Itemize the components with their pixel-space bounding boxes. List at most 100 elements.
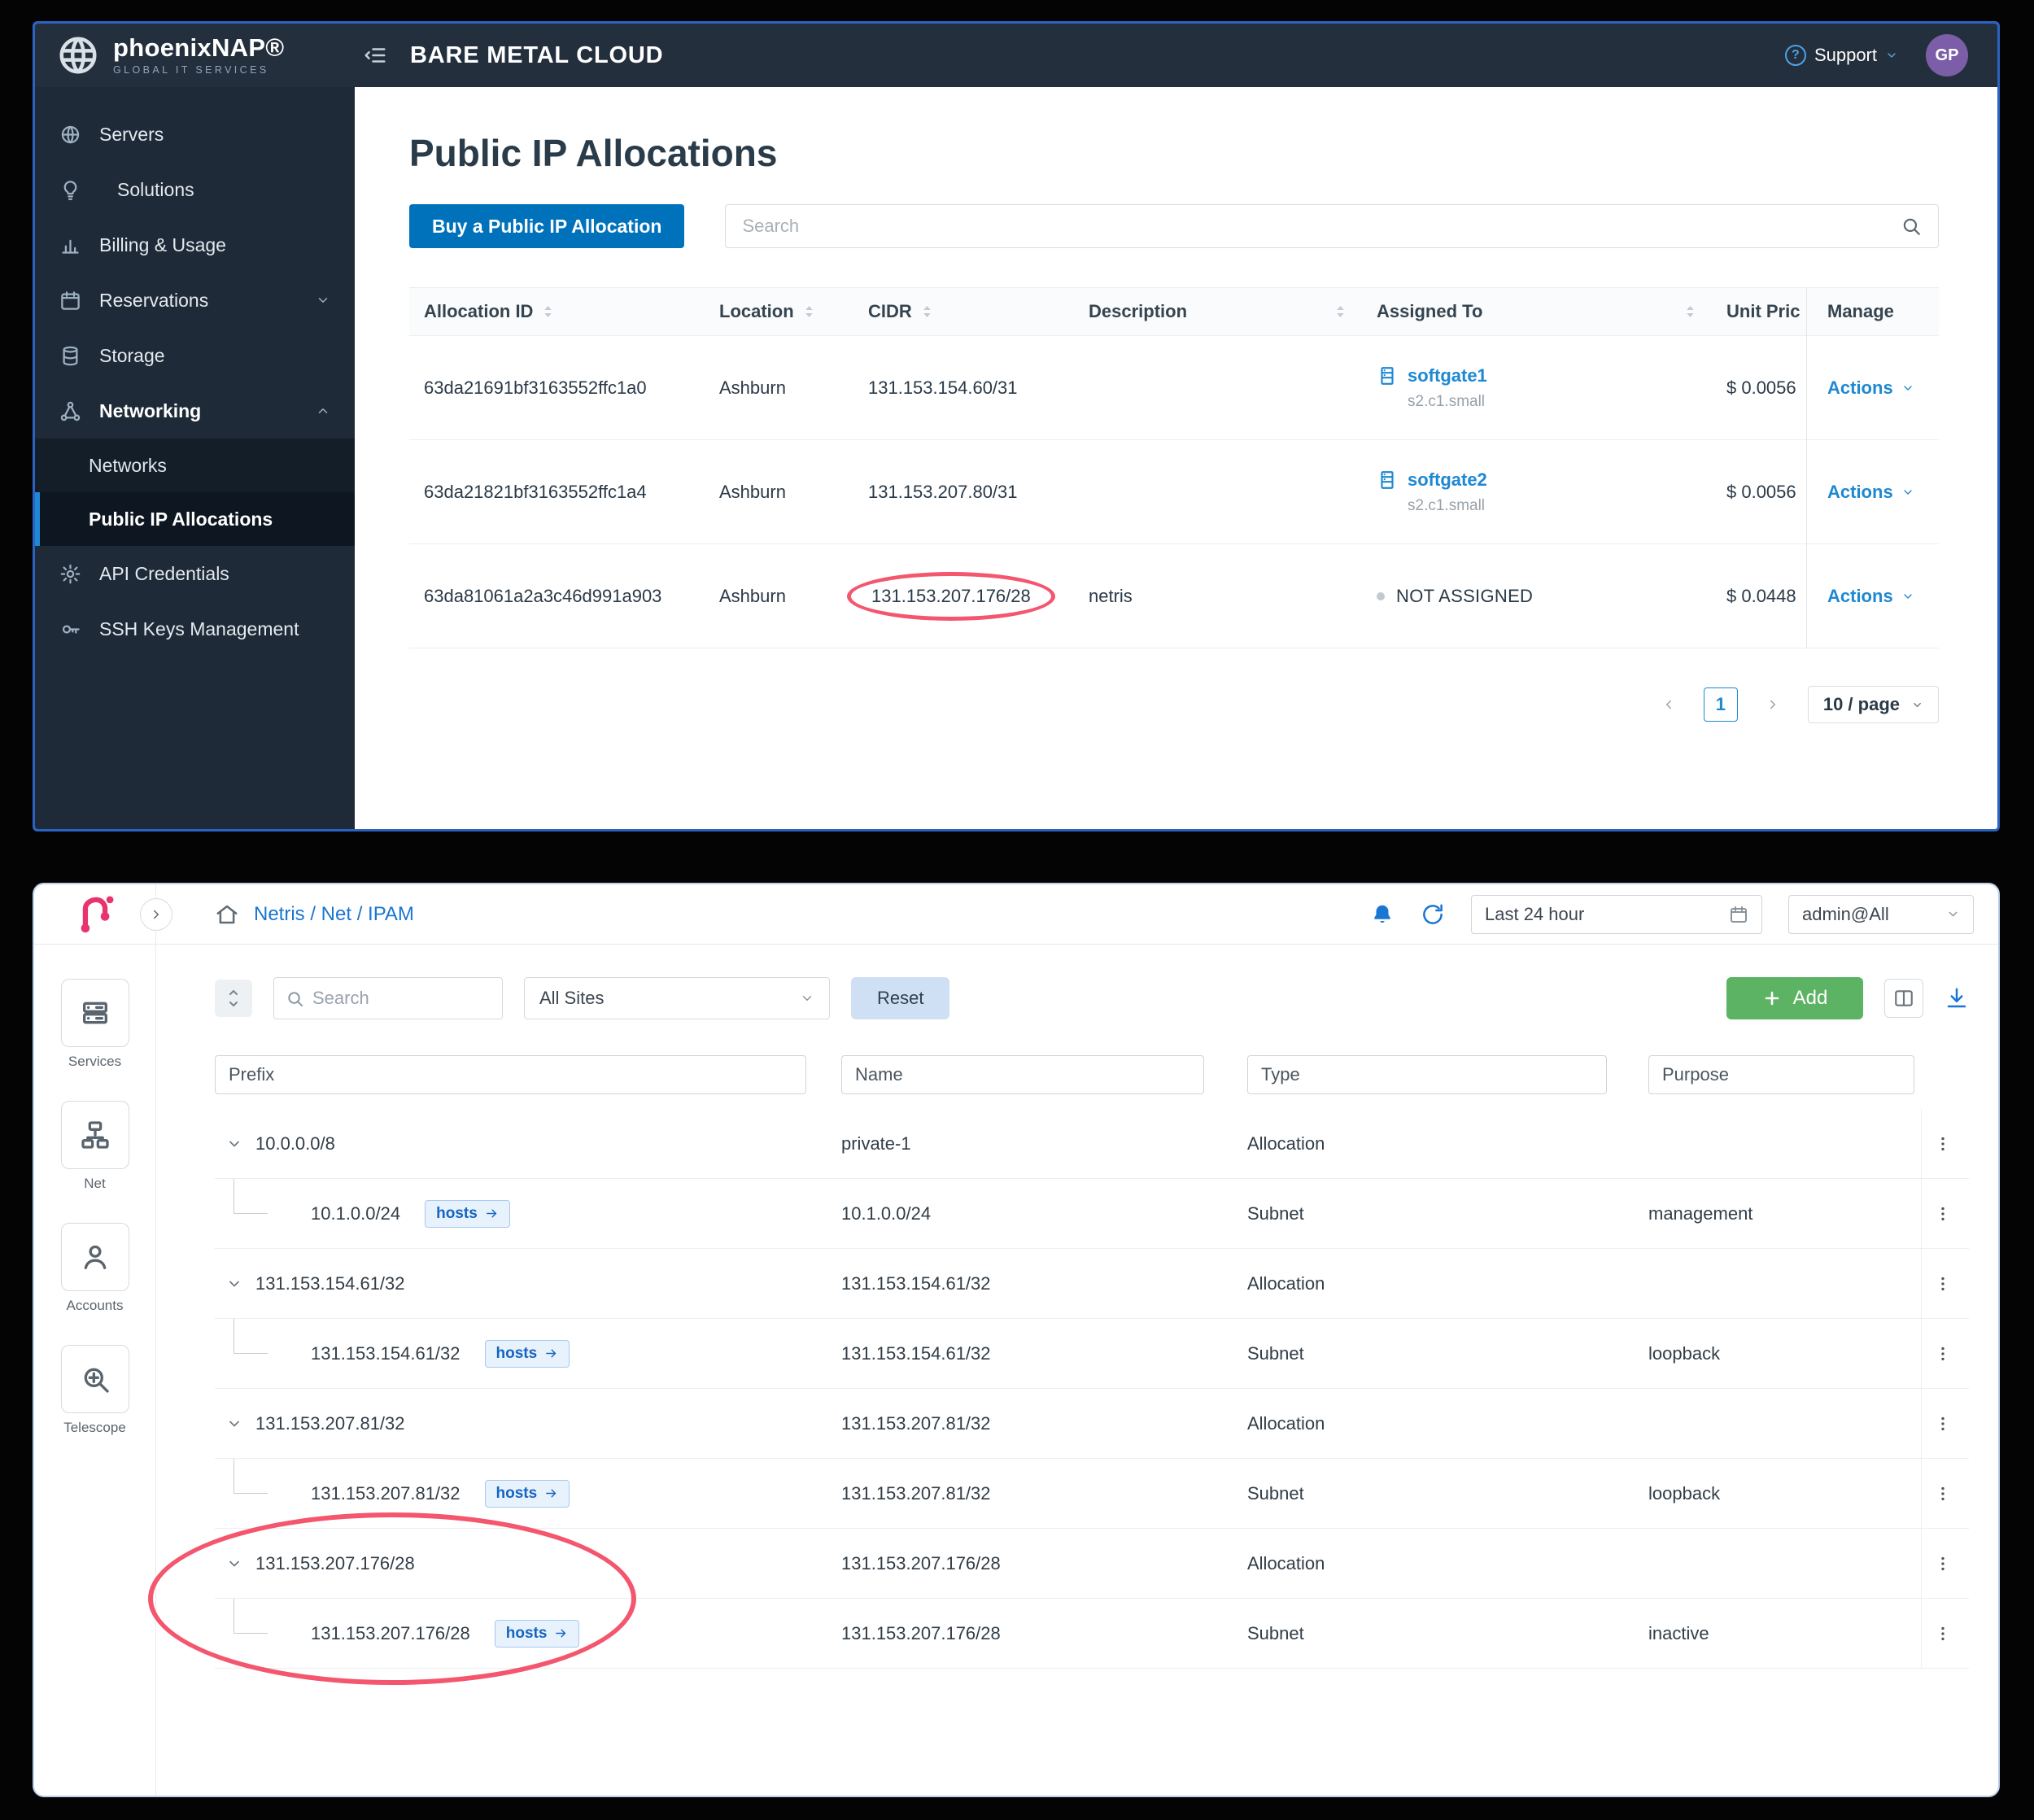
time-range-picker[interactable]: Last 24 hour [1471,894,1762,934]
row-menu-kebab-icon[interactable] [1921,1459,1964,1528]
assigned-server-type: s2.c1.small [1408,496,1486,514]
sidebar-item-reservations[interactable]: Reservations [35,273,355,328]
rail-item-services[interactable]: Services [60,979,129,1070]
refresh-icon[interactable] [1421,902,1445,927]
sidebar-label: Networking [99,399,202,421]
table-row-parent: 131.153.207.81/32 131.153.207.81/32 Allo… [215,1389,1969,1459]
columns-settings-icon[interactable] [1884,979,1923,1018]
prefix-filter[interactable]: Prefix [215,1055,806,1094]
sort-icon[interactable] [922,305,932,318]
sort-icon[interactable] [1335,305,1346,318]
breadcrumb[interactable]: Netris / Net / IPAM [254,902,414,925]
row-menu-kebab-icon[interactable] [1921,1529,1964,1598]
chevron-up-icon [316,404,330,418]
sidebar-item-public-ip-allocations[interactable]: Public IP Allocations [35,492,355,546]
row-menu-kebab-icon[interactable] [1921,1109,1964,1178]
avatar[interactable]: GP [1926,34,1968,76]
buy-public-ip-button[interactable]: Buy a Public IP Allocation [409,204,685,248]
rail-item-accounts[interactable]: Accounts [60,1223,129,1314]
nav-expand-button[interactable] [140,897,172,931]
assigned-server-link[interactable]: softgate1 [1408,364,1487,386]
notifications-bell-icon[interactable] [1370,902,1395,927]
netris-logo[interactable] [34,884,156,944]
actions-menu[interactable]: Actions [1827,378,1914,399]
search-input[interactable] [312,988,491,1009]
row-menu-kebab-icon[interactable] [1921,1599,1964,1668]
purpose: loopback [1648,1342,1721,1364]
sidebar-collapse-icon[interactable] [363,43,387,68]
tree-connector [234,1599,268,1634]
status-dot [1377,591,1385,600]
name-filter[interactable]: Name [841,1055,1204,1094]
actions-menu[interactable]: Actions [1827,586,1914,607]
services-icon [60,979,129,1047]
expand-caret-icon[interactable] [226,1556,242,1572]
sidebar-item-networking[interactable]: Networking [35,383,355,439]
expand-caret-icon[interactable] [226,1276,242,1292]
row-menu-kebab-icon[interactable] [1921,1319,1964,1388]
sidebar-label: Networks [89,454,167,476]
type-filter[interactable]: Type [1247,1055,1607,1094]
table-header-row: Allocation ID Location CIDR Description … [409,287,1939,336]
sort-icon[interactable] [1685,305,1696,318]
table-row-child: 131.153.154.61/32 hosts 131.153.154.61/3… [215,1319,1969,1389]
download-icon[interactable] [1945,986,1969,1010]
storage-icon [59,345,81,367]
page-number[interactable]: 1 [1703,687,1738,722]
reset-button[interactable]: Reset [851,977,950,1019]
row-menu-kebab-icon[interactable] [1921,1249,1964,1318]
rail-item-net[interactable]: Net [60,1101,129,1192]
support-menu[interactable]: ? Support [1784,45,1898,66]
sidebar-item-billing[interactable]: Billing & Usage [35,217,355,273]
chevron-right-icon [154,910,159,919]
hosts-link[interactable]: hosts [494,1619,580,1648]
sort-icon[interactable] [804,305,814,318]
sidebar-item-api-credentials[interactable]: API Credentials [35,546,355,601]
page-title: Public IP Allocations [409,132,778,174]
tenant-scope-select[interactable]: admin@All [1788,894,1974,934]
sidebar-item-ssh-keys[interactable]: SSH Keys Management [35,601,355,657]
location: Ashburn [719,481,786,502]
sidebar-item-solutions[interactable]: Solutions [35,162,355,217]
rail-item-telescope[interactable]: Telescope [60,1345,129,1436]
chevron-down-icon [1946,907,1960,921]
column-filter-row: Prefix Name Type Purpose [215,1055,1969,1094]
server-rack-icon [1377,365,1398,386]
type: Subnet [1247,1202,1304,1224]
key-icon [59,618,81,640]
row-menu-kebab-icon[interactable] [1921,1389,1964,1458]
phoenixnap-logo[interactable]: phoenixNAP® GLOBAL IT SERVICES [35,24,355,87]
actions-menu[interactable]: Actions [1827,482,1914,503]
search-input[interactable] [742,216,1901,237]
name: 131.153.207.176/28 [841,1622,1001,1643]
sites-filter-select[interactable]: All Sites [524,977,830,1019]
assigned-server-link[interactable]: softgate2 [1408,469,1487,490]
sidebar-item-storage[interactable]: Storage [35,328,355,383]
page-size-select[interactable]: 10 / page [1807,686,1939,723]
add-button[interactable]: Add [1726,977,1863,1019]
hosts-link[interactable]: hosts [425,1199,510,1228]
chevron-down-icon [316,293,330,308]
col-description: Description [1089,301,1188,321]
sort-icon[interactable] [543,305,553,318]
home-icon[interactable] [215,902,239,927]
globe-network-icon [59,37,97,74]
expand-caret-icon[interactable] [226,1136,242,1152]
calendar-icon [1729,905,1748,924]
purpose-filter[interactable]: Purpose [1648,1055,1914,1094]
table-row: 63da21821bf3163552ffc1a4 Ashburn 131.153… [409,440,1939,544]
search-icon[interactable] [1901,216,1922,237]
location: Ashburn [719,585,786,606]
sidebar-item-networks[interactable]: Networks [35,439,355,492]
hosts-link[interactable]: hosts [484,1339,570,1368]
next-page-button[interactable] [1756,687,1790,722]
chevron-down-icon [1904,489,1912,495]
prev-page-button[interactable] [1652,687,1686,722]
expand-caret-icon[interactable] [226,1416,242,1432]
sidebar-item-servers[interactable]: Servers [35,107,355,162]
collapse-all-icon[interactable] [215,980,252,1017]
row-menu-kebab-icon[interactable] [1921,1179,1964,1248]
col-manage: Manage [1827,301,1894,321]
hosts-link[interactable]: hosts [484,1479,570,1508]
prefix: 131.153.154.61/32 [311,1342,460,1364]
